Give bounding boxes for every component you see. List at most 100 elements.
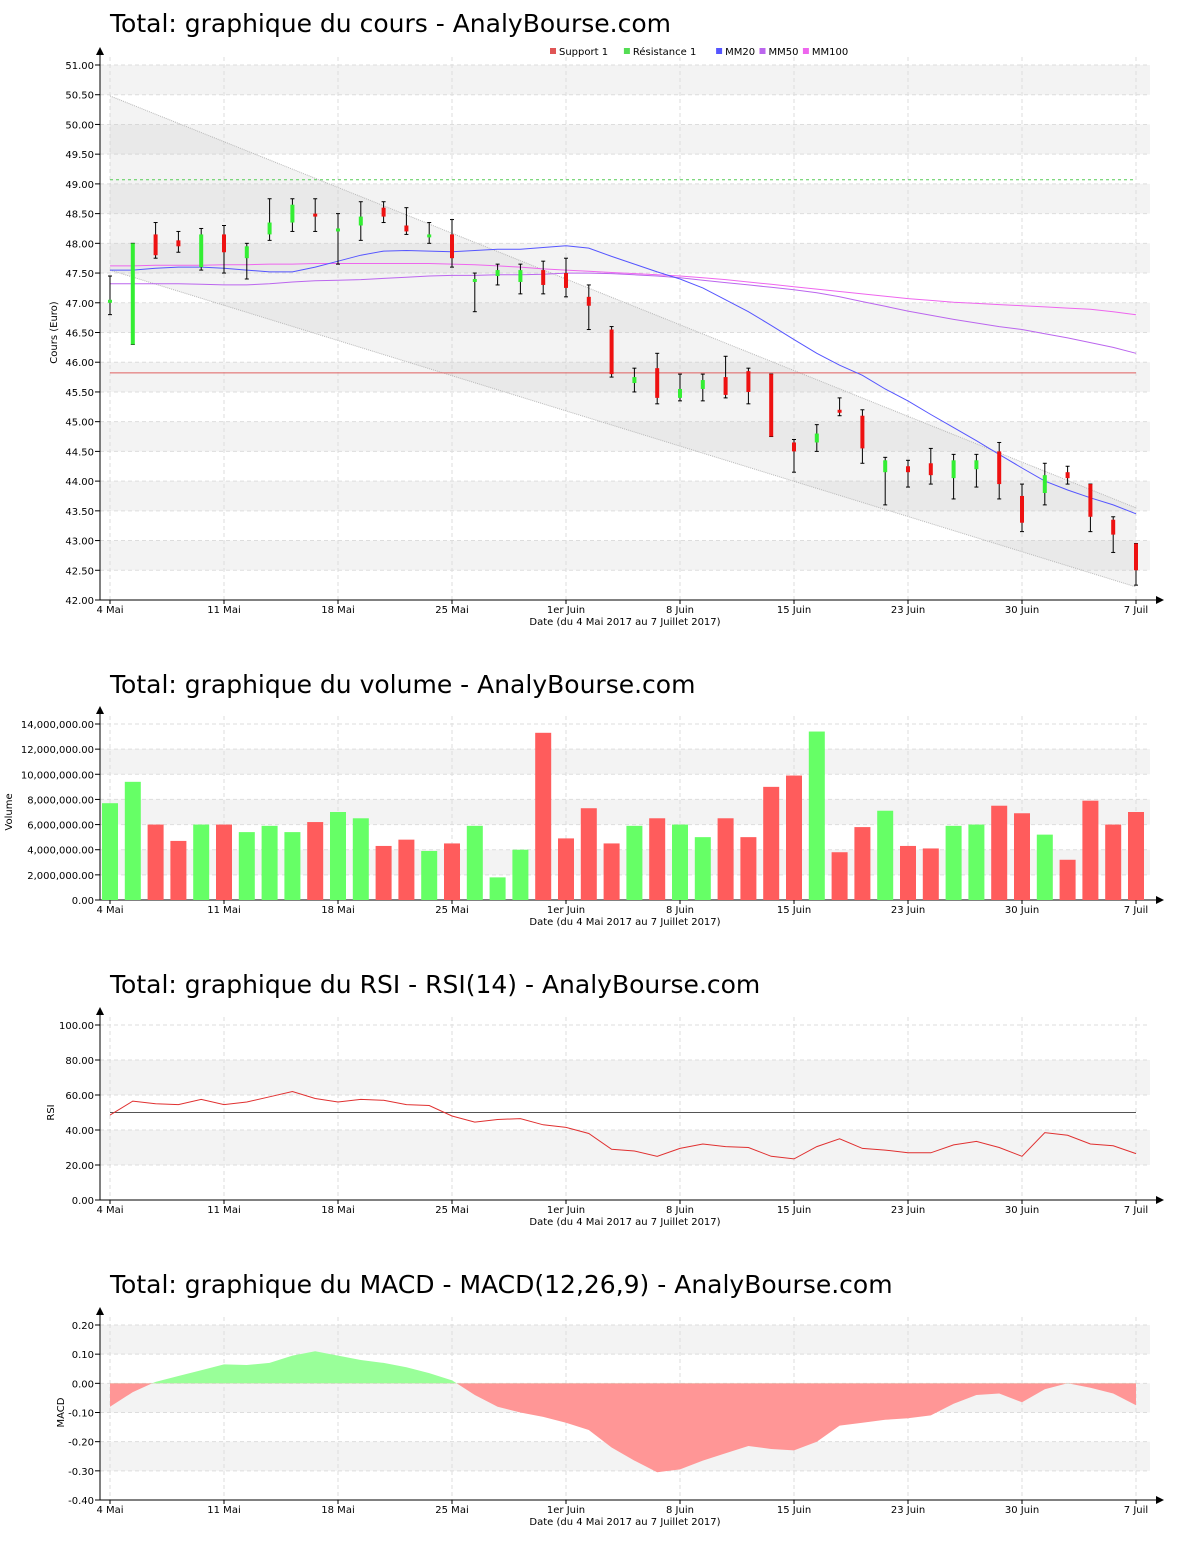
volume-bar [558,838,574,900]
candle-body [655,368,660,398]
x-tick-label: 23 Juin [891,605,925,616]
y-tick-label: -0.20 [68,1438,94,1449]
candle-body [108,299,112,303]
candle-body [244,246,249,259]
volume-bar [102,803,118,900]
y-tick-label: 0.10 [72,1350,94,1361]
x-tick-label: 4 Mai [96,605,123,616]
x-tick-label: 15 Juin [777,1505,811,1516]
volume-bar [330,812,346,900]
candle-body [427,234,432,238]
candle-body [883,460,888,473]
y-axis-arrow [96,1307,104,1315]
x-axis-title: Date (du 4 Mai 2017 au 7 Juillet 2017) [529,617,720,628]
volume-bar [375,845,392,900]
y-tick-label: 49.50 [65,150,94,161]
candle-body [1020,495,1024,523]
volume-chart-panel: Total: graphique du volume - AnalyBourse… [0,660,1200,935]
volume-bar [1128,812,1144,900]
y-tick-label: 60.00 [65,1091,94,1102]
x-tick-label: 4 Mai [96,1205,123,1216]
volume-chart: 0.00 2,000,000.00 4,000,000.00 6,000,000.00… [4,706,1164,928]
y-tick-label: 14,000,000.00 [21,720,94,731]
candle-body [450,234,454,259]
candle-body [1134,543,1138,571]
candle-body [495,270,500,277]
grid-band [100,481,1150,511]
y-tick-label: 10,000,000.00 [21,770,94,781]
x-tick-label: 1er Juin [547,1505,585,1516]
volume-bar [1082,800,1099,900]
x-tick-label: 30 Juin [1005,905,1039,916]
x-tick-label: 11 Mai [207,905,240,916]
legend-label: MM100 [812,47,848,58]
volume-bar [352,818,369,900]
x-tick-label: 25 Mai [435,1505,468,1516]
mm100-line [110,263,1137,316]
x-tick-label: 8 Juin [666,605,694,616]
y-tick-label: 43.00 [65,537,94,548]
x-tick-label: 30 Juin [1005,605,1039,616]
volume-bar [945,825,962,900]
y-tick-label: 6,000,000.00 [27,821,94,832]
x-tick-label: 1er Juin [547,905,585,916]
x-axis-title: Date (du 4 Mai 2017 au 7 Juillet 2017) [529,1517,720,1528]
y-tick-label: 12,000,000.00 [21,745,94,756]
candle-body [1042,475,1047,493]
volume-bar [489,877,506,900]
candle-body [541,270,546,285]
candle-body [290,204,295,223]
x-tick-label: 8 Juin [666,1205,694,1216]
volume-bar [147,824,164,900]
legend-label: Support 1 [559,47,608,58]
candle-body [1088,484,1093,517]
candle-body [222,234,226,253]
volume-bar [466,825,483,900]
candle-body [518,270,523,282]
candle-body [814,433,819,443]
y-tick-label: 50.00 [65,120,94,131]
volume-bar [124,781,141,900]
volume-bar [626,825,643,900]
grid-band [100,1130,1150,1165]
legend-label: Résistance 1 [633,46,696,58]
candle-body [906,466,910,473]
volume-bar [786,775,802,900]
grid-band [100,749,1150,775]
candle-body [974,460,979,470]
x-tick-label: 30 Juin [1005,1205,1039,1216]
volume-bar [216,824,232,900]
candle-body [928,463,933,476]
y-axis-title: RSI [46,1104,57,1120]
y-tick-label: 43.50 [65,507,94,518]
x-tick-label: 4 Mai [96,1505,123,1516]
y-tick-label: 2,000,000.00 [27,871,94,882]
candle-body [472,279,477,282]
volume-chart-title: Total: graphique du volume - AnalyBourse… [110,670,696,699]
candle-body [951,460,956,479]
y-axis-title: MACD [56,1397,67,1427]
candle-body [609,329,614,375]
grid-band [100,183,1150,214]
y-tick-label: 48.00 [65,239,94,250]
volume-bar [193,824,210,900]
x-axis-arrow [1156,1196,1164,1204]
volume-bar [672,824,688,900]
x-axis-arrow [1156,596,1164,604]
volume-bar [808,731,825,900]
x-axis-title: Date (du 4 Mai 2017 au 7 Juillet 2017) [529,1217,720,1228]
volume-bar [991,805,1008,900]
grid-band [100,421,1150,452]
candle-body [678,388,682,398]
volume-bar [968,824,985,900]
x-tick-label: 25 Mai [435,1205,468,1216]
legend-label: MM20 [725,47,755,58]
candle-body [746,371,751,392]
y-tick-label: 0.00 [72,1196,94,1207]
price-chart-panel: Total: graphique du cours - AnalyBourse.… [0,0,1200,640]
grid-band [100,799,1150,825]
y-tick-label: 0.20 [72,1321,94,1332]
volume-bar [444,843,460,900]
y-axis-arrow [96,706,104,714]
y-axis-title: Volume [4,793,15,830]
